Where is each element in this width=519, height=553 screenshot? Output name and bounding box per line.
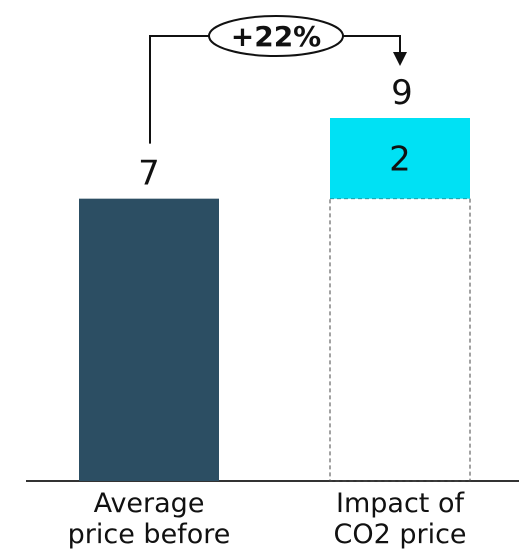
data-label-average-price-before: 7 (138, 154, 160, 194)
bar-impact-of-co2-price (330, 118, 470, 199)
data-label-impact-of-co2-price: 2 (389, 139, 411, 179)
category-label-impact-of-co2-price-line-2: CO2 price (333, 519, 466, 550)
bar-impact-base-outline (329, 198, 471, 482)
change-annotation-ellipse (208, 15, 344, 57)
arrow-down-icon (393, 52, 407, 66)
category-label-average-price-before-line-1: Average (94, 488, 205, 519)
bar-average-price-before (79, 198, 219, 481)
category-label-average-price-before-line-2: price before (68, 519, 231, 550)
category-label-impact-of-co2-price-line-1: Impact of (336, 488, 465, 519)
total-label: 9 (391, 73, 413, 113)
change-annotation-label: +22% (231, 20, 321, 53)
